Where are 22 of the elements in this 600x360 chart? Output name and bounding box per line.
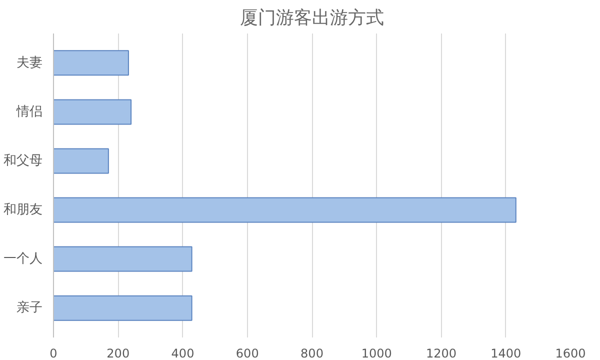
bar (54, 197, 516, 223)
bar (54, 50, 129, 76)
x-tick-label: 0 (50, 346, 58, 360)
y-tick-label: 情侣 (16, 104, 42, 120)
y-tick-label: 和父母 (4, 153, 42, 168)
x-tick-label: 1000 (361, 346, 392, 360)
y-tick-label: 亲子 (16, 300, 42, 316)
chart-title: 厦门游客出游方式 (240, 8, 384, 28)
x-tick-label: 400 (171, 346, 194, 360)
bar (54, 148, 109, 174)
x-tick-label: 1200 (426, 346, 457, 360)
x-tick-label: 1400 (490, 346, 522, 360)
bar (54, 295, 192, 321)
x-tick-label: 600 (236, 346, 259, 360)
x-tick-label: 1600 (555, 346, 586, 360)
bar (54, 246, 192, 272)
y-tick-label: 夫妻 (16, 55, 42, 70)
y-tick-label: 和朋友 (4, 202, 42, 218)
x-tick-label: 200 (106, 346, 130, 360)
x-tick-label: 800 (300, 346, 324, 360)
bar (54, 99, 132, 125)
y-tick-label: 一个人 (4, 252, 42, 267)
